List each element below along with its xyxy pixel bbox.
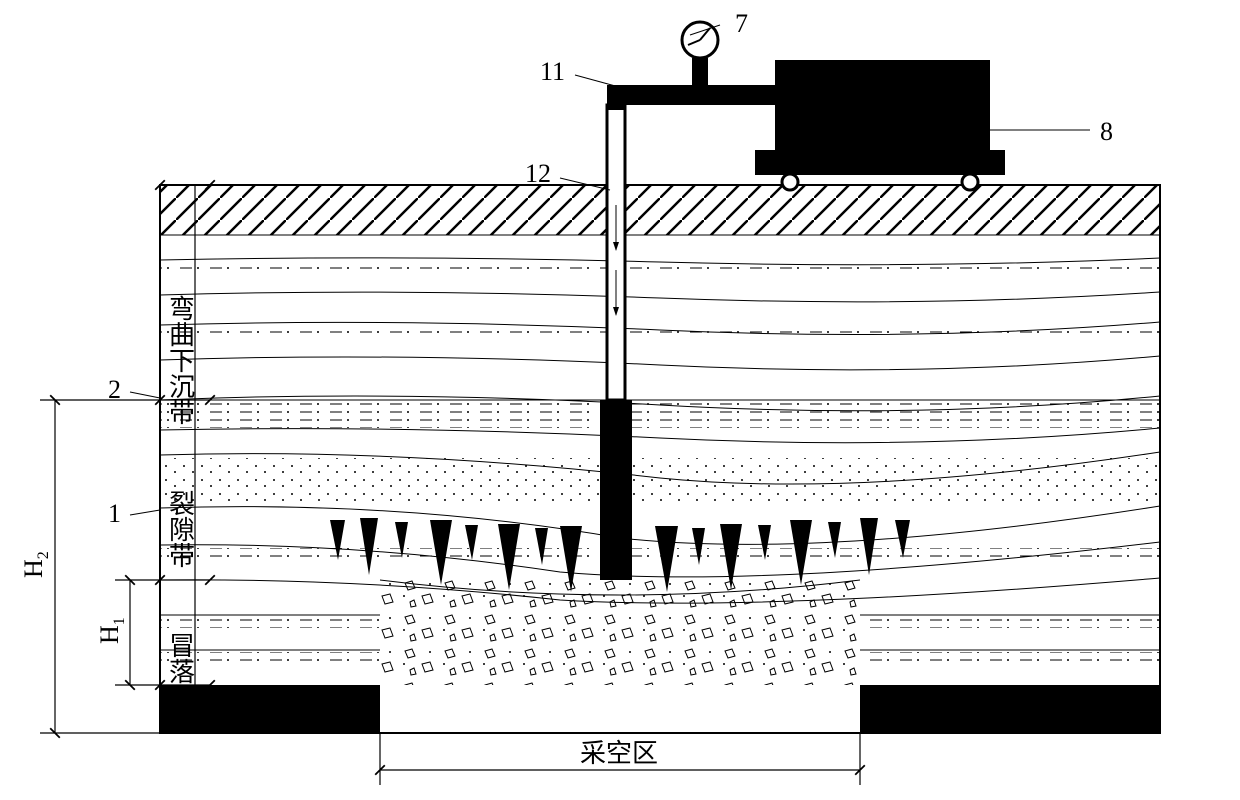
bending-zone-label: 弯曲下沉带 [166,295,195,425]
H1-label: H [95,625,124,644]
coal-seam [160,685,1160,733]
fracture-zone-label: 裂隙带 [166,490,195,568]
grout-pump [607,22,1005,190]
grout-pipe [616,85,776,105]
borehole [600,105,632,580]
goaf-label: 采空区 [580,739,658,768]
H2-label: H [19,559,48,578]
label-1: 1 [108,499,121,528]
caving-zone [160,578,1160,685]
bending-zone-strata [160,258,1160,411]
caving-zone-label: 冒落带 [166,632,195,710]
svg-text:H1: H1 [95,617,128,644]
svg-text:H2: H2 [19,551,52,578]
label-8: 8 [1100,117,1113,146]
topsoil-layer [160,185,1160,235]
label-12: 12 [525,159,551,188]
label-11: 11 [540,57,565,86]
label-7: 7 [735,9,748,38]
